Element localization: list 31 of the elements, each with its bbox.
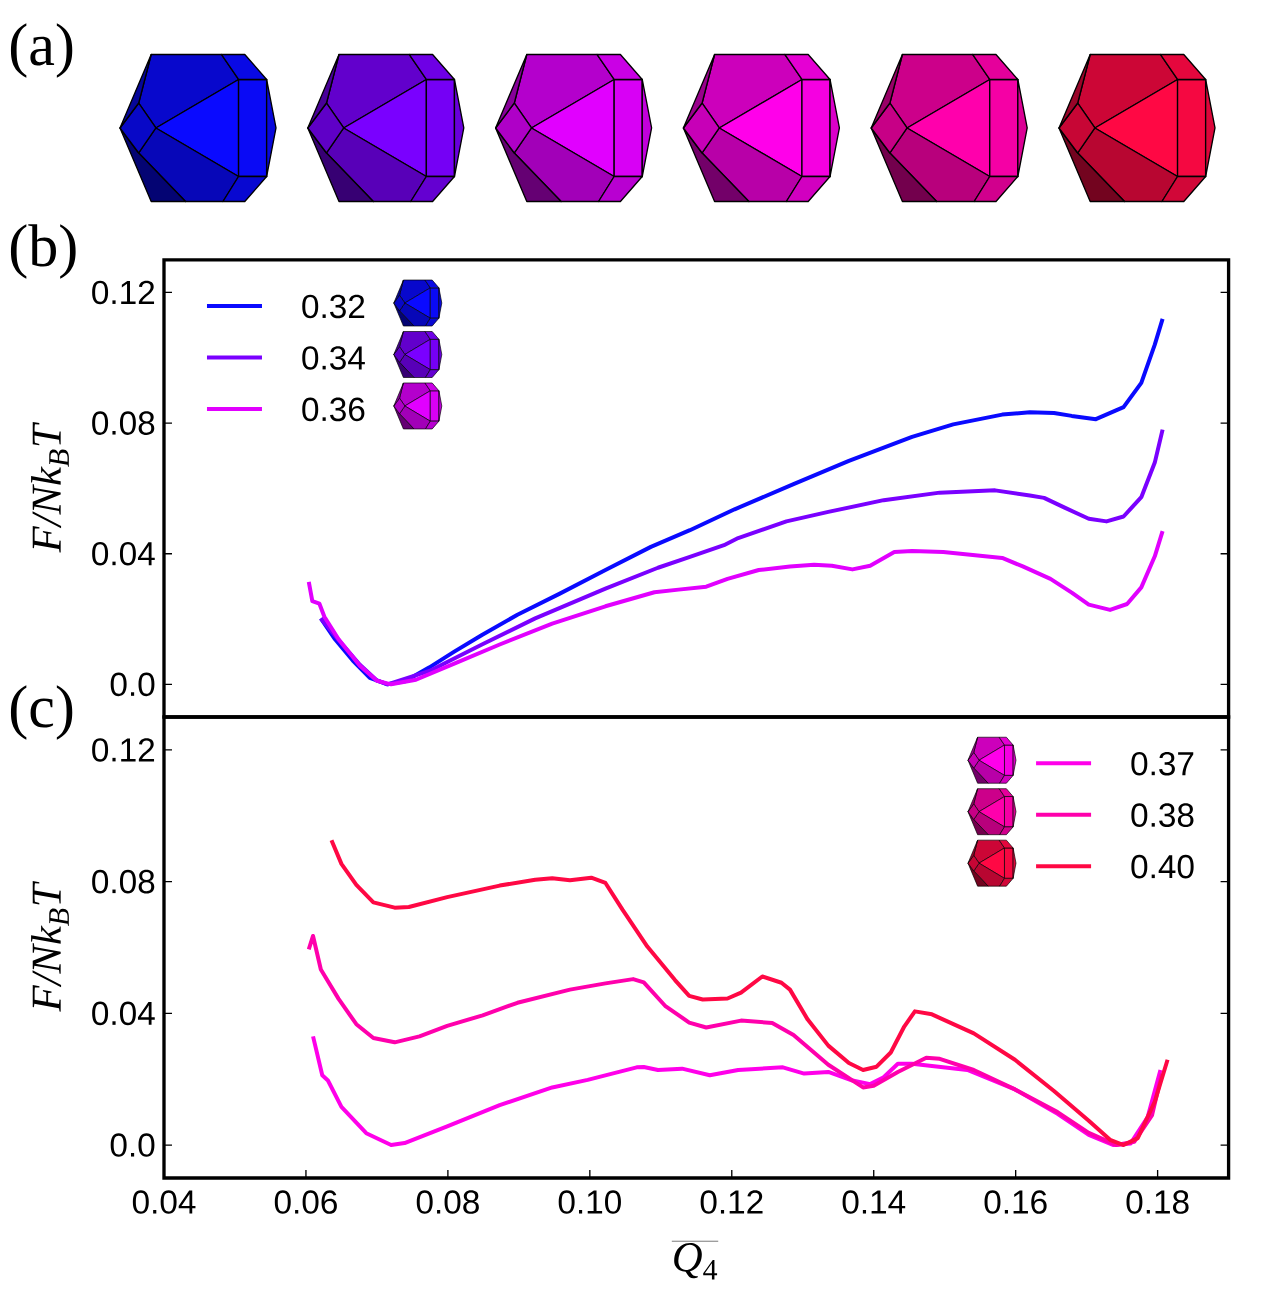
x-tick-label: 0.06 — [274, 1190, 337, 1214]
y-tick-label: 0.04 — [92, 1001, 155, 1026]
line-series — [306, 529, 1165, 687]
legend-label: 0.37 — [1131, 751, 1194, 776]
x-tick-label: 0.16 — [984, 1190, 1047, 1214]
text: (a) — [10, 23, 73, 78]
y-tick-label: 0.08 — [92, 411, 155, 435]
chart-title: (c) — [10, 685, 73, 740]
legend-label: 0.38 — [1131, 803, 1194, 827]
line-series — [306, 933, 1164, 1148]
chart-title: (b) — [10, 224, 76, 279]
y-axis-title: F/Nk$_{B}$T — [31, 881, 69, 1012]
line-series — [318, 427, 1165, 687]
x-axis-title: Q$_{4}$ — [674, 1243, 718, 1280]
legend-label: 0.34 — [302, 346, 365, 370]
x-tick-label: 0.18 — [1126, 1190, 1189, 1214]
legend-label: 0.36 — [302, 397, 365, 422]
y-tick-label: 0.0 — [110, 672, 155, 697]
y-tick-label: 0.12 — [92, 280, 155, 305]
x-tick-label: 0.08 — [416, 1190, 479, 1214]
x-tick-label: 0.12 — [700, 1190, 763, 1214]
x-tick-label: 0.04 — [132, 1190, 196, 1214]
legend-label: 0.40 — [1131, 854, 1194, 879]
x-tick-label: 0.14 — [842, 1190, 906, 1214]
y-tick-label: 0.0 — [110, 1133, 155, 1157]
y-tick-label: 0.08 — [92, 869, 155, 894]
y-axis-title: F/Nk$_{B}$T — [31, 421, 69, 553]
y-tick-label: 0.04 — [92, 541, 155, 566]
x-tick-label: 0.10 — [558, 1190, 621, 1214]
y-tick-label: 0.12 — [92, 738, 155, 762]
legend-label: 0.32 — [302, 294, 365, 319]
